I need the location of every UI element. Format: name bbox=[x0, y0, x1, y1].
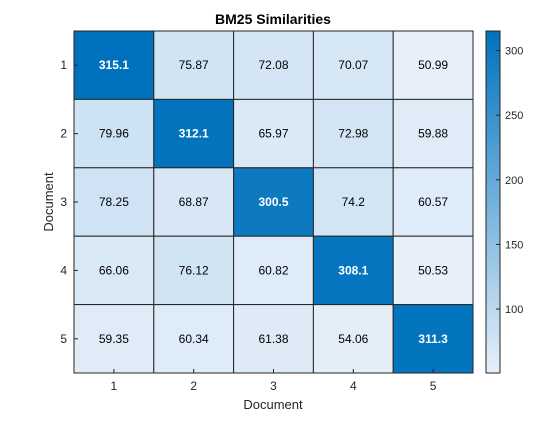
cell-value-label: 54.06 bbox=[338, 332, 368, 346]
x-tick-label: 5 bbox=[430, 379, 437, 393]
colorbar-tick-label: 300 bbox=[505, 46, 523, 58]
cell-value-label: 61.38 bbox=[258, 332, 288, 346]
heatmap-cell bbox=[312, 30, 394, 100]
heatmap-cell bbox=[392, 30, 474, 100]
cell-value-label: 70.07 bbox=[338, 58, 368, 72]
colorbar-tick-label: 250 bbox=[505, 110, 523, 122]
cell-value-label: 59.35 bbox=[99, 332, 129, 346]
cell-value-label: 315.1 bbox=[99, 58, 129, 72]
heatmap-cell bbox=[233, 167, 314, 237]
heatmap-cell bbox=[233, 304, 314, 374]
colorbar-gradient bbox=[485, 30, 501, 374]
cell-value-label: 72.08 bbox=[258, 58, 288, 72]
y-tick-label: 1 bbox=[60, 58, 67, 72]
y-axis-label: Document bbox=[41, 172, 56, 232]
cell-value-label: 308.1 bbox=[338, 263, 368, 277]
heatmap-cell bbox=[312, 235, 394, 306]
y-tick-label: 2 bbox=[60, 127, 67, 141]
y-tick-label: 4 bbox=[60, 263, 67, 277]
cell-value-label: 60.34 bbox=[179, 332, 209, 346]
colorbar-tick-label: 150 bbox=[505, 239, 523, 251]
heatmap-cell bbox=[392, 235, 474, 306]
x-axis-label: Document bbox=[243, 397, 303, 412]
x-tick-label: 2 bbox=[190, 379, 197, 393]
cell-value-label: 75.87 bbox=[179, 58, 209, 72]
chart-title: BM25 Similarities bbox=[215, 11, 331, 27]
cell-value-label: 60.82 bbox=[258, 263, 288, 277]
cell-value-label: 50.53 bbox=[418, 263, 448, 277]
cell-value-label: 66.06 bbox=[99, 263, 129, 277]
heatmap-cell bbox=[73, 304, 155, 374]
cell-value-label: 74.2 bbox=[342, 195, 366, 209]
colorbar-tick-label: 200 bbox=[505, 175, 523, 187]
x-tick-labels: 1 2 3 4 5 bbox=[111, 369, 437, 393]
heatmap-cell bbox=[233, 98, 314, 169]
cell-value-label: 78.25 bbox=[99, 195, 129, 209]
y-tick-label: 5 bbox=[60, 332, 67, 346]
cell-value-label: 311.3 bbox=[418, 332, 448, 346]
colorbar-tick-label: 100 bbox=[505, 304, 523, 316]
cell-value-label: 76.12 bbox=[179, 263, 209, 277]
heatmap-cell bbox=[153, 304, 235, 374]
cell-value-label: 68.87 bbox=[179, 195, 209, 209]
cell-value-label: 59.88 bbox=[418, 127, 448, 141]
x-tick-label: 3 bbox=[270, 379, 277, 393]
heatmap-cell bbox=[73, 98, 155, 169]
heatmap-cell bbox=[153, 30, 235, 100]
heatmap-cell bbox=[392, 167, 474, 237]
cell-value-label: 312.1 bbox=[179, 127, 209, 141]
cell-value-label: 79.96 bbox=[99, 127, 129, 141]
cell-value-label: 72.98 bbox=[338, 127, 368, 141]
cell-value-label: 300.5 bbox=[258, 195, 288, 209]
x-tick-label: 1 bbox=[111, 379, 118, 393]
heatmap-cell bbox=[233, 235, 314, 306]
y-tick-label: 3 bbox=[60, 195, 67, 209]
y-tick-labels: 1 2 3 4 5 bbox=[60, 58, 78, 346]
cell-value-label: 65.97 bbox=[258, 127, 288, 141]
heatmap-cell bbox=[312, 167, 394, 237]
x-tick-label: 4 bbox=[350, 379, 357, 393]
heatmap-cell bbox=[153, 235, 235, 306]
cell-value-label: 50.99 bbox=[418, 58, 448, 72]
heatmap-cell bbox=[153, 167, 235, 237]
heatmap-cell bbox=[233, 30, 314, 100]
cell-value-label: 60.57 bbox=[418, 195, 448, 209]
heatmap-cell bbox=[392, 304, 474, 374]
colorbar: 100 150 200 250 300 bbox=[485, 30, 523, 374]
heatmap-cells: 315.1 75.87 72.08 70.07 50.99 79.96 312.1 65.97… bbox=[73, 30, 474, 374]
heatmap-cell bbox=[392, 98, 474, 169]
heatmap-cell bbox=[73, 30, 155, 100]
